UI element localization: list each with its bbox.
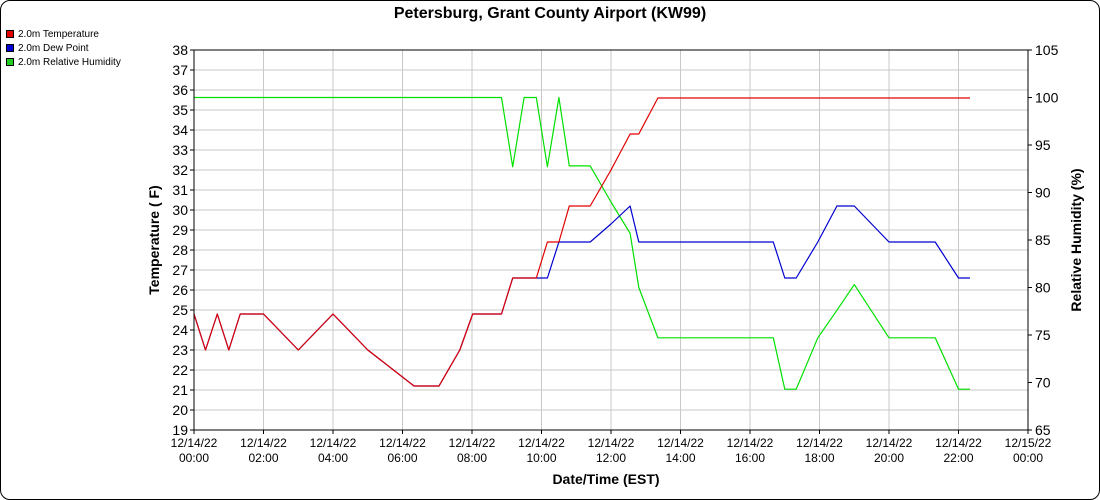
x-tick-date: 12/14/22 [240, 436, 287, 450]
y-tick-label: 26 [172, 282, 188, 298]
x-tick-time: 00:00 [1013, 451, 1043, 465]
x-tick-date: 12/14/22 [518, 436, 565, 450]
y-tick-label: 24 [172, 322, 188, 338]
y-tick-label: 22 [172, 362, 188, 378]
y-tick-label: 19 [172, 422, 188, 438]
y2-tick-label: 90 [1035, 185, 1051, 201]
x-tick-date: 12/14/22 [449, 436, 496, 450]
x-tick-time: 10:00 [526, 451, 556, 465]
x-tick-date: 12/14/22 [171, 436, 218, 450]
legend-label-relative-humidity: 2.0m Relative Humidity [18, 56, 121, 68]
chart-title: Petersburg, Grant County Airport (KW99) [393, 5, 707, 22]
y-tick-label: 37 [172, 62, 188, 78]
x-tick-time: 02:00 [248, 451, 278, 465]
y2-tick-label: 70 [1035, 375, 1051, 391]
grid-lines [193, 49, 1029, 431]
x-tick-date: 12/14/22 [727, 436, 774, 450]
y-tick-label: 35 [172, 102, 188, 118]
x-tick-time: 18:00 [804, 451, 834, 465]
x-tick-date: 12/14/22 [588, 436, 635, 450]
y-tick-label: 34 [172, 122, 188, 138]
y-tick-label: 31 [172, 182, 188, 198]
x-tick-date: 12/14/22 [796, 436, 843, 450]
y-tick-label: 32 [172, 162, 188, 178]
x-tick-time: 06:00 [387, 451, 417, 465]
legend-swatch-dew-point [6, 44, 14, 52]
y2-tick-label: 100 [1035, 90, 1059, 106]
y2-tick-label: 85 [1035, 232, 1051, 248]
y-tick-label: 27 [172, 262, 188, 278]
y-tick-label: 38 [172, 42, 188, 58]
x-tick-date: 12/14/22 [379, 436, 426, 450]
legend-item-relative-humidity: 2.0m Relative Humidity [6, 55, 121, 69]
x-tick-time: 04:00 [318, 451, 348, 465]
series-line-dew-point [193, 205, 970, 387]
y2-tick-label: 80 [1035, 280, 1051, 296]
legend-item-dew-point: 2.0m Dew Point [6, 41, 121, 55]
y-tick-label: 23 [172, 342, 188, 358]
y2-tick-label: 105 [1035, 42, 1059, 58]
x-tick-date: 12/14/22 [935, 436, 982, 450]
y-tick-label: 33 [172, 142, 188, 158]
y-tick-label: 28 [172, 242, 188, 258]
legend-label-dew-point: 2.0m Dew Point [18, 42, 89, 54]
y-tick-label: 20 [172, 402, 188, 418]
x-tick-date: 12/14/22 [866, 436, 913, 450]
y2-tick-label: 75 [1035, 327, 1051, 343]
legend-swatch-relative-humidity [6, 58, 14, 66]
x-tick-time: 12:00 [596, 451, 626, 465]
x-tick-time: 16:00 [735, 451, 765, 465]
series-line-relative-humidity [194, 96, 970, 390]
legend-item-temperature: 2.0m Temperature [6, 27, 121, 41]
y2-axis-title: Relative Humidity (%) [1068, 168, 1084, 311]
y-tick-label: 25 [172, 302, 188, 318]
axis-ticks: 19 20 21 22 23 24 25 26 27 28 29 30 31 32 33 34 35 36 37 38… [171, 42, 1059, 465]
x-tick-time: 20:00 [874, 451, 904, 465]
x-tick-date: 12/15/22 [1005, 436, 1052, 450]
y-tick-label: 21 [172, 382, 188, 398]
y2-tick-label: 65 [1035, 422, 1051, 438]
legend-swatch-temperature [6, 30, 14, 38]
x-tick-time: 14:00 [665, 451, 695, 465]
x-tick-date: 12/14/22 [657, 436, 704, 450]
y-tick-label: 29 [172, 222, 188, 238]
x-tick-time: 22:00 [943, 451, 973, 465]
x-tick-time: 00:00 [179, 451, 209, 465]
series-line-temperature [193, 97, 970, 387]
x-axis-title: Date/Time (EST) [552, 471, 659, 487]
y-tick-label: 36 [172, 82, 188, 98]
series-lines [193, 96, 970, 390]
y-tick-label: 30 [172, 202, 188, 218]
legend-label-temperature: 2.0m Temperature [18, 28, 99, 40]
x-tick-date: 12/14/22 [310, 436, 357, 450]
y-axis-title: Temperature ( F) [146, 185, 162, 294]
x-tick-time: 08:00 [457, 451, 487, 465]
legend: 2.0m Temperature 2.0m Dew Point 2.0m Rel… [6, 27, 121, 69]
y2-tick-label: 95 [1035, 137, 1051, 153]
